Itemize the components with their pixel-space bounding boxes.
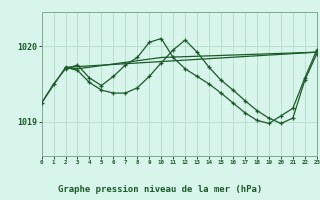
Text: Graphe pression niveau de la mer (hPa): Graphe pression niveau de la mer (hPa): [58, 185, 262, 194]
